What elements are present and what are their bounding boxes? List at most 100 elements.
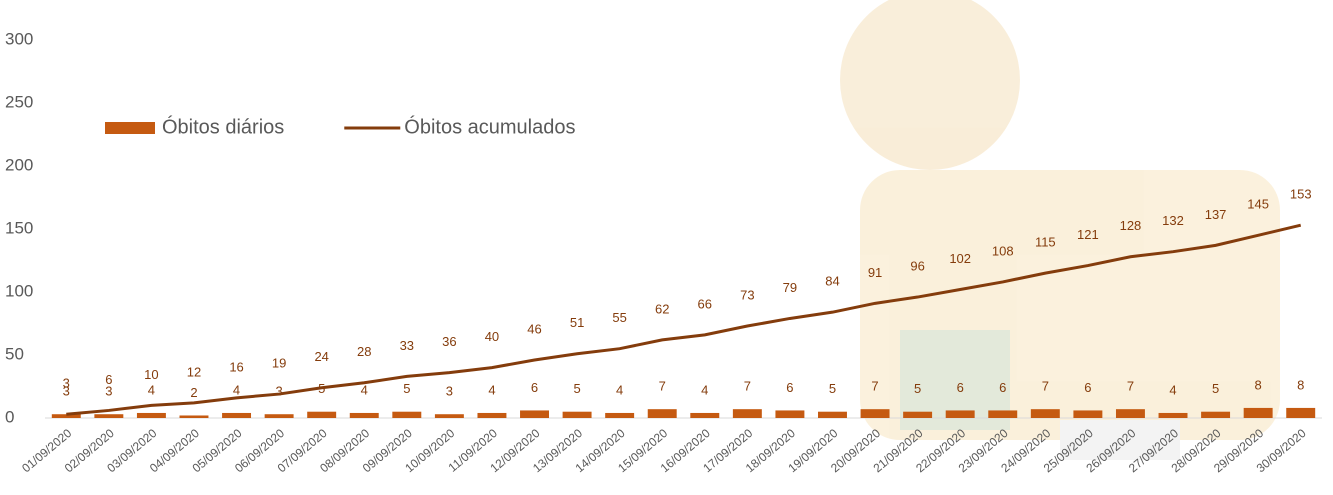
bar (222, 412, 252, 418)
bar (94, 414, 124, 418)
bar (520, 410, 549, 418)
bar-value-label: 6 (999, 380, 1006, 395)
line-value-label: 66 (698, 296, 712, 311)
bar (264, 414, 294, 418)
bar (1286, 407, 1316, 418)
bar-value-label: 4 (488, 382, 495, 397)
bar-value-label: 6 (786, 380, 793, 395)
line-value-label: 19 (272, 355, 286, 370)
bar-value-label: 6 (531, 380, 538, 395)
line-value-label: 96 (910, 258, 924, 273)
legend-label: Óbitos acumulados (404, 115, 575, 138)
line-value-label: 108 (992, 243, 1014, 258)
bar-value-label: 5 (403, 381, 410, 396)
bar (945, 410, 975, 418)
bar (732, 409, 762, 418)
line-value-label: 28 (357, 344, 371, 359)
line-value-label: 115 (1035, 235, 1056, 250)
line-value-label: 91 (868, 265, 882, 280)
bar (1243, 407, 1273, 418)
line-value-label: 153 (1290, 187, 1312, 202)
line-value-label: 73 (740, 287, 754, 302)
line-value-label: 46 (527, 321, 541, 336)
y-tick-label: 50 (5, 344, 24, 363)
bar (690, 412, 720, 418)
bar-value-label: 7 (1042, 379, 1049, 394)
line-value-label: 10 (144, 367, 158, 382)
bar (860, 409, 890, 418)
bar (136, 412, 166, 418)
line-value-label: 62 (655, 301, 669, 316)
bar (179, 415, 209, 418)
bar-value-label: 8 (1297, 377, 1304, 392)
bar (392, 411, 422, 418)
bar (349, 412, 379, 418)
line-value-label: 40 (485, 329, 499, 344)
bar-value-label: 5 (573, 381, 580, 396)
line (66, 223, 1302, 416)
bar-value-label: 3 (446, 384, 453, 399)
line-value-label: 51 (570, 315, 584, 330)
bar (903, 411, 933, 418)
legend-swatch (105, 122, 155, 134)
y-tick-label: 250 (5, 92, 33, 111)
bar-value-label: 4 (148, 382, 155, 397)
bar-value-label: 6 (957, 380, 964, 395)
line-value-label: 84 (825, 274, 839, 289)
bar (1073, 410, 1103, 418)
bar (647, 409, 677, 418)
bar (51, 414, 81, 418)
line-value-label: 36 (442, 334, 456, 349)
bar-value-label: 7 (1127, 379, 1134, 394)
bar (605, 412, 635, 418)
bar-value-label: 7 (744, 379, 751, 394)
line-value-label: 128 (1120, 218, 1142, 233)
y-tick-label: 200 (5, 155, 33, 174)
legend-label: Óbitos diários (162, 115, 284, 138)
bar (1201, 411, 1231, 418)
bar-value-label: 4 (361, 382, 368, 397)
bar-value-label: 5 (829, 381, 836, 396)
line-value-label: 132 (1162, 213, 1184, 228)
line-value-label: 102 (949, 251, 971, 266)
bar (1115, 409, 1145, 418)
line-value-label: 16 (229, 359, 243, 374)
bar-value-label: 4 (233, 382, 240, 397)
bar (1158, 412, 1188, 418)
line-value-label: 137 (1205, 207, 1227, 222)
bar (562, 411, 592, 418)
bar (775, 410, 805, 418)
bar-value-label: 5 (1212, 381, 1219, 396)
bar (1030, 409, 1060, 418)
line-value-label: 24 (314, 349, 328, 364)
bar (818, 411, 847, 418)
bar-value-label: 3 (63, 384, 70, 399)
bar-value-label: 6 (1084, 380, 1091, 395)
bar-value-label: 3 (275, 384, 282, 399)
bar-value-label: 3 (105, 384, 112, 399)
line-value-label: 6 (105, 372, 112, 387)
bar-value-label: 4 (616, 382, 623, 397)
line-value-label: 145 (1247, 197, 1269, 212)
line-value-label: 55 (612, 310, 626, 325)
y-tick-label: 150 (5, 218, 33, 237)
bar (307, 411, 337, 418)
bar (434, 414, 464, 418)
line-value-label: 79 (783, 280, 797, 295)
line-value-label: 12 (187, 364, 201, 379)
bar-value-label: 7 (871, 379, 878, 394)
bar-value-label: 8 (1255, 377, 1262, 392)
bar-value-label: 7 (659, 379, 666, 394)
line-value-label: 33 (400, 338, 414, 353)
bar (477, 412, 507, 418)
bar-value-label: 4 (1169, 382, 1176, 397)
bar-value-label: 2 (190, 385, 197, 400)
line-value-label: 121 (1077, 227, 1099, 242)
bar-value-label: 5 (914, 381, 921, 396)
bar-value-label: 4 (701, 382, 708, 397)
y-tick-label: 300 (5, 29, 33, 48)
bar (988, 410, 1018, 418)
y-tick-label: 0 (5, 407, 14, 426)
